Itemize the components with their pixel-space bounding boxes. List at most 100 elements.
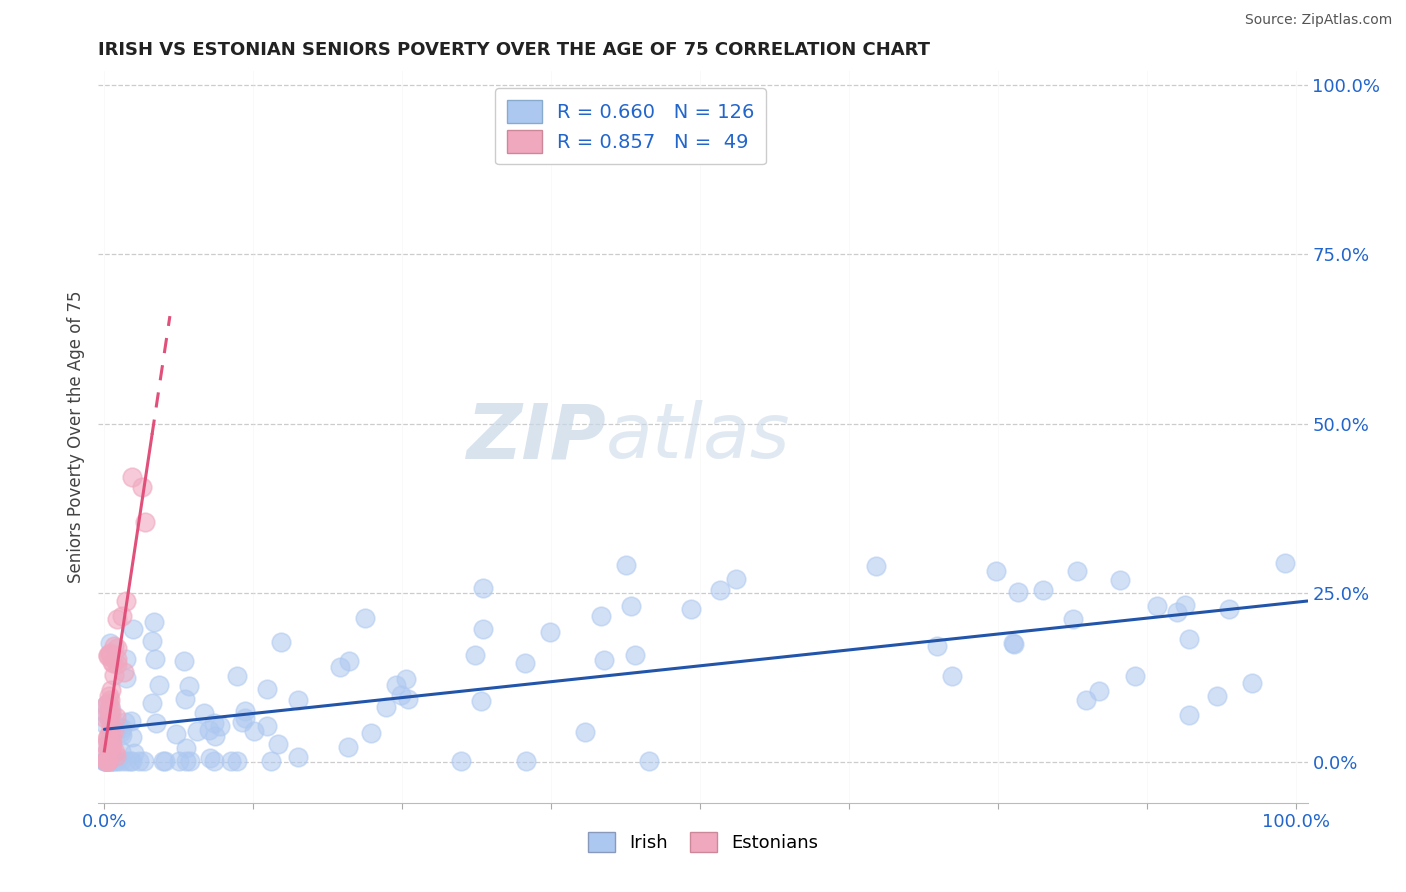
Point	[104, 745, 127, 759]
Point	[98, 706, 121, 720]
Point	[198, 723, 221, 737]
Point	[186, 723, 208, 738]
Point	[128, 755, 150, 769]
Point	[97, 648, 120, 662]
Point	[107, 755, 129, 769]
Point	[243, 724, 266, 739]
Point	[202, 716, 225, 731]
Point	[97, 741, 120, 756]
Text: atlas: atlas	[606, 401, 790, 474]
Point	[143, 615, 166, 629]
Point	[256, 719, 278, 733]
Point	[110, 728, 132, 742]
Point	[173, 692, 195, 706]
Point	[1007, 584, 1029, 599]
Point	[200, 751, 222, 765]
Point	[97, 755, 120, 769]
Point	[105, 652, 128, 666]
Point	[360, 726, 382, 740]
Point	[396, 692, 419, 706]
Point	[98, 693, 121, 707]
Point	[1174, 598, 1197, 612]
Point	[152, 755, 174, 769]
Point	[233, 711, 256, 725]
Point	[97, 649, 120, 664]
Point	[98, 725, 121, 739]
Point	[103, 640, 125, 654]
Point	[98, 712, 121, 726]
Point	[724, 572, 747, 586]
Point	[97, 696, 120, 710]
Point	[1177, 632, 1199, 647]
Text: Source: ZipAtlas.com: Source: ZipAtlas.com	[1244, 13, 1392, 28]
Point	[94, 698, 117, 713]
Point	[120, 755, 142, 769]
Point	[93, 716, 115, 731]
Y-axis label: Seniors Poverty Over the Age of 75: Seniors Poverty Over the Age of 75	[66, 291, 84, 583]
Point	[624, 648, 647, 662]
Point	[174, 741, 197, 756]
Point	[620, 599, 643, 613]
Point	[94, 711, 117, 725]
Point	[235, 705, 257, 719]
Point	[1088, 683, 1111, 698]
Point	[114, 594, 136, 608]
Point	[148, 678, 170, 692]
Point	[132, 755, 155, 769]
Point	[1074, 693, 1097, 707]
Point	[472, 581, 495, 595]
Point	[614, 558, 637, 573]
Point	[98, 699, 121, 714]
Point	[104, 754, 127, 768]
Point	[984, 564, 1007, 578]
Point	[219, 755, 242, 769]
Point	[121, 755, 143, 769]
Point	[141, 696, 163, 710]
Point	[103, 656, 125, 670]
Point	[679, 602, 702, 616]
Point	[1125, 669, 1147, 683]
Point	[153, 755, 176, 769]
Point	[709, 583, 731, 598]
Point	[925, 640, 948, 654]
Point	[1002, 637, 1025, 651]
Point	[167, 755, 190, 769]
Point	[93, 755, 115, 769]
Point	[110, 743, 132, 757]
Point	[94, 738, 117, 752]
Point	[865, 559, 887, 574]
Point	[94, 755, 117, 769]
Point	[538, 624, 561, 639]
Legend: Irish, Estonians: Irish, Estonians	[581, 825, 825, 860]
Point	[336, 739, 359, 754]
Point	[103, 667, 125, 681]
Point	[115, 652, 138, 666]
Point	[226, 755, 249, 769]
Point	[100, 706, 122, 721]
Point	[114, 671, 136, 685]
Point	[105, 749, 128, 764]
Point	[105, 640, 128, 655]
Point	[225, 669, 247, 683]
Point	[202, 755, 225, 769]
Point	[1274, 556, 1296, 570]
Point	[93, 755, 115, 769]
Point	[260, 755, 283, 769]
Point	[96, 755, 118, 769]
Point	[97, 735, 120, 749]
Point	[94, 755, 117, 769]
Point	[337, 654, 360, 668]
Point	[98, 708, 121, 723]
Point	[1109, 573, 1132, 587]
Point	[256, 681, 278, 696]
Point	[98, 755, 121, 769]
Point	[114, 715, 136, 730]
Point	[1002, 635, 1025, 649]
Point	[111, 608, 134, 623]
Point	[124, 746, 146, 760]
Point	[111, 721, 134, 735]
Point	[287, 750, 309, 764]
Point	[122, 622, 145, 636]
Point	[515, 755, 537, 769]
Point	[96, 755, 118, 769]
